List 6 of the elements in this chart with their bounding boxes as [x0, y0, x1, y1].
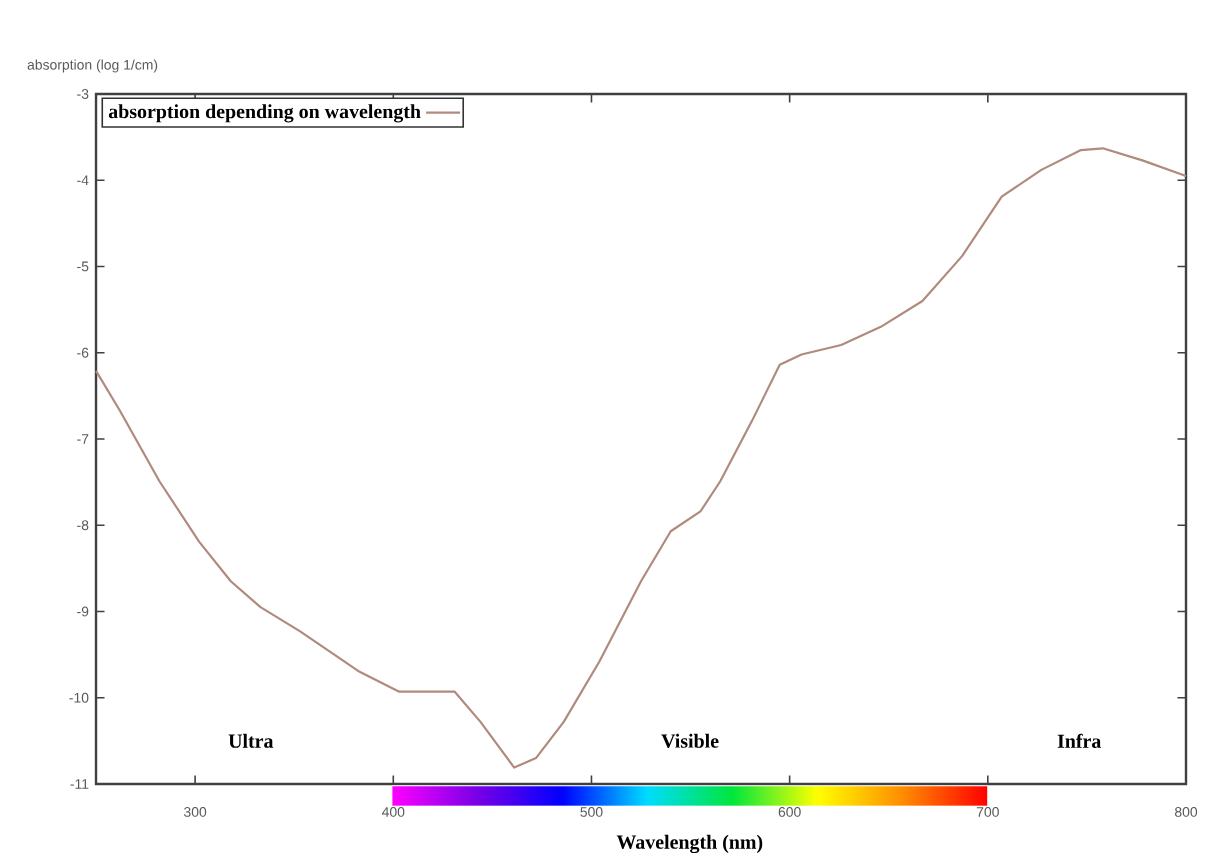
legend-label: absorption depending on wavelength [108, 104, 421, 123]
annotation: Visible [661, 733, 719, 748]
annotation: Ultra [228, 733, 274, 748]
annotation: Infra [1057, 733, 1102, 748]
line-series [94, 147, 1188, 769]
x-axis-title: Wavelength (nm) [616, 834, 763, 854]
